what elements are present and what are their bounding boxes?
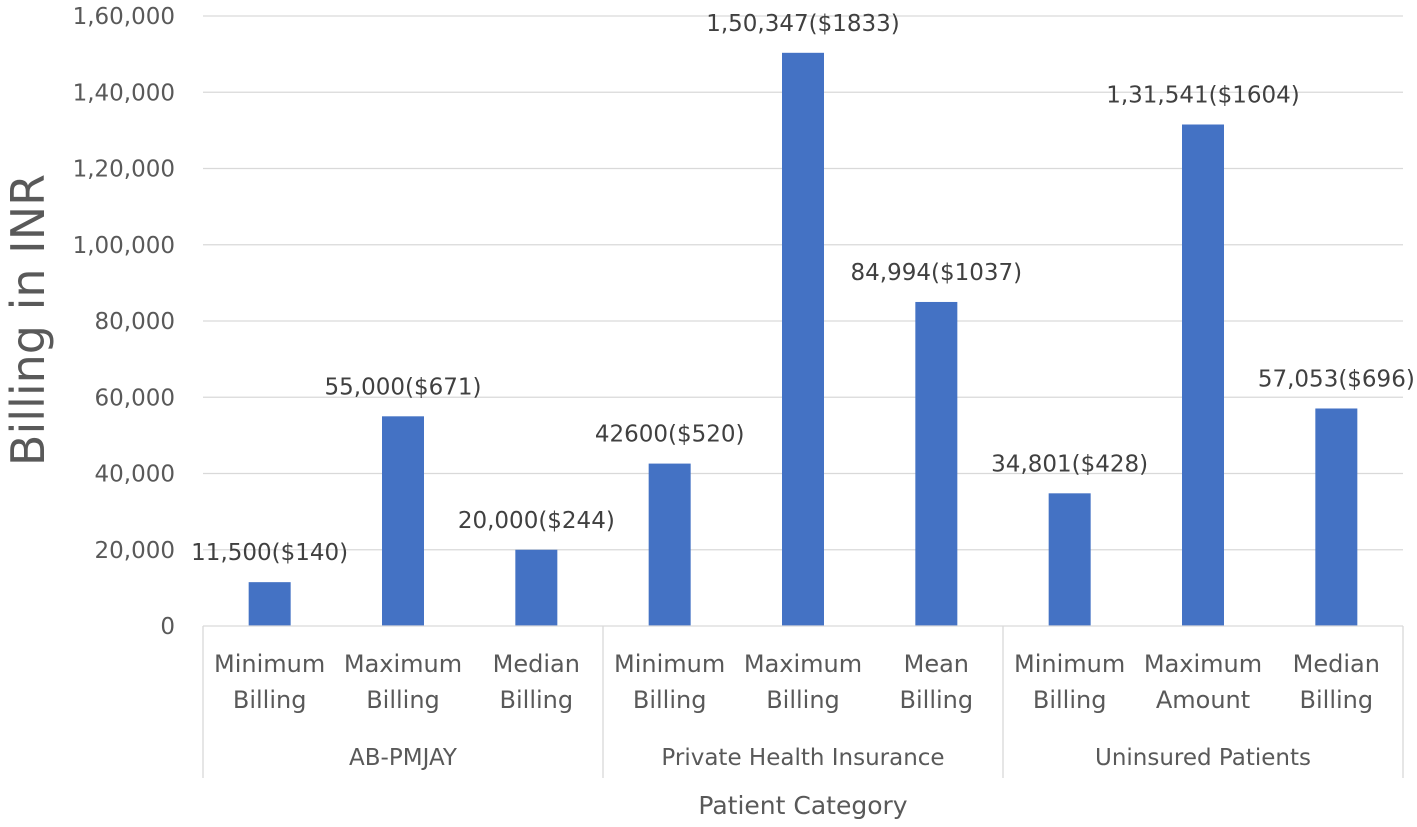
y-tick-label: 1,40,000 [73, 80, 175, 106]
x-axis: Minimum Billing Maximum Billing Median Billin… [202, 625, 1404, 778]
data-label: 34,801($428) [991, 451, 1148, 477]
x-tick-label: Maximum [1144, 650, 1262, 678]
group-label: Uninsured Patients [1095, 745, 1311, 771]
data-label: 11,500($140) [191, 540, 348, 566]
bar [1048, 493, 1091, 626]
y-tick-label: 1,60,000 [73, 4, 175, 30]
data-label: 84,994($1037) [851, 260, 1023, 286]
x-tick-label: Minimum [214, 650, 325, 678]
x-tick-label: Billing [633, 686, 707, 714]
x-tick-label: Median [493, 650, 580, 678]
data-label: 20,000($244) [458, 508, 615, 534]
y-tick-label: 20,000 [95, 538, 175, 564]
bar [248, 582, 291, 626]
y-tick-label: 1,00,000 [73, 233, 175, 259]
x-tick-label: Amount [1156, 686, 1250, 714]
data-label: 57,053($696) [1258, 366, 1415, 392]
data-label: 55,000($671) [325, 374, 482, 400]
x-tick-label: Maximum [344, 650, 462, 678]
bars [248, 52, 1358, 626]
x-tick-label: Billing [233, 686, 307, 714]
x-tick-label: Minimum [1014, 650, 1125, 678]
y-tick-label: 40,000 [95, 462, 175, 488]
bar [648, 463, 691, 626]
x-tick-label: Billing [500, 686, 574, 714]
data-labels: 11,500($140) 55,000($671) 20,000($244) 4260… [191, 11, 1415, 566]
x-tick-label: Billing [366, 686, 440, 714]
y-tick-label: 0 [160, 614, 175, 640]
y-axis-ticks: 0 20,000 40,000 60,000 80,000 1,00,000 1,20,00… [73, 4, 175, 640]
x-tick-label: Billing [1300, 686, 1374, 714]
x-tick-label: Billing [900, 686, 974, 714]
x-axis-title: Patient Category [698, 791, 907, 820]
x-tick-label: Maximum [744, 650, 862, 678]
data-label: 1,31,541($1604) [1106, 82, 1300, 108]
y-axis-title: Billing in INR [1, 174, 55, 466]
y-tick-label: 80,000 [95, 309, 175, 335]
data-label: 42600($520) [595, 422, 745, 448]
x-tick-label: Billing [1033, 686, 1107, 714]
bar [382, 416, 424, 626]
x-tick-label: Billing [766, 686, 840, 714]
x-tick-label: Median [1293, 650, 1380, 678]
bar [1182, 124, 1224, 626]
group-label: Private Health Insurance [661, 745, 944, 771]
bar [915, 301, 958, 626]
y-tick-label: 1,20,000 [73, 157, 175, 183]
x-tick-label: Mean [904, 650, 969, 678]
bar [782, 52, 824, 626]
group-label: AB-PMJAY [349, 745, 458, 771]
y-tick-label: 60,000 [95, 385, 175, 411]
bar [1315, 408, 1358, 626]
data-label: 1,50,347($1833) [706, 11, 900, 37]
bar [515, 549, 558, 626]
x-tick-label: Minimum [614, 650, 725, 678]
